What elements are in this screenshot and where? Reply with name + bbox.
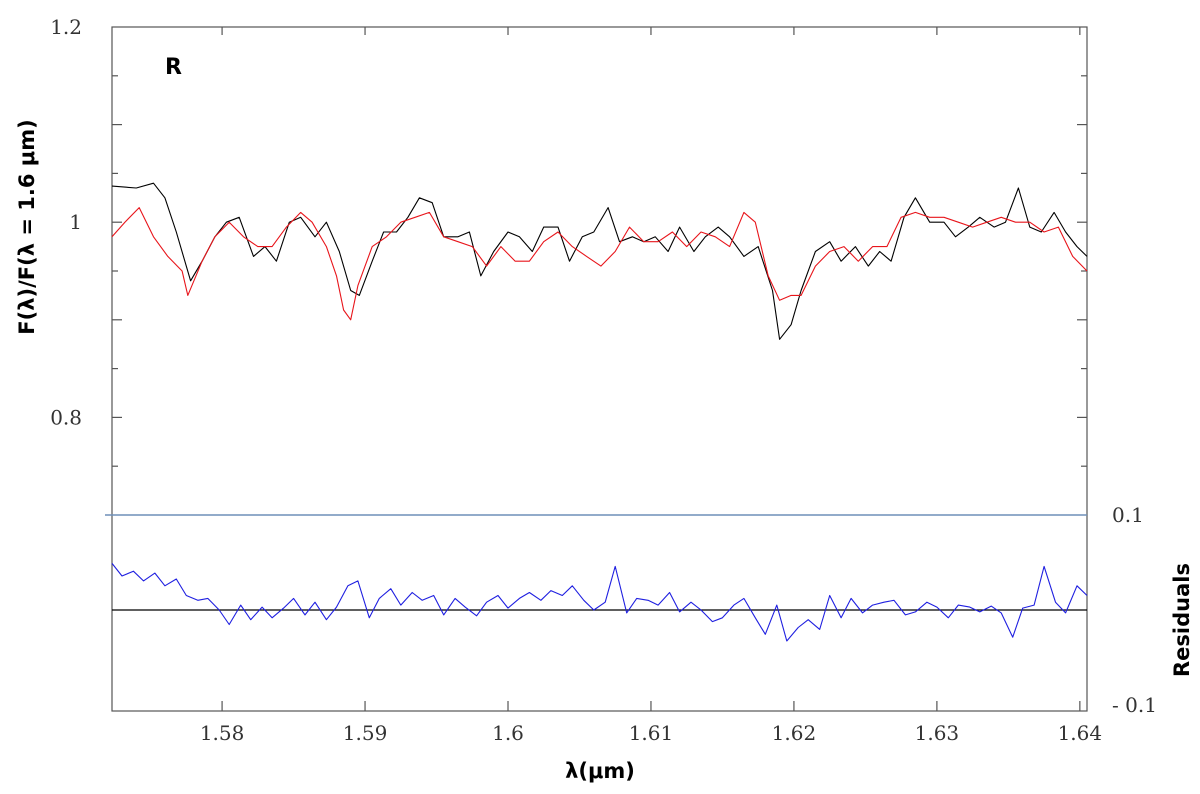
x-tick-label: 1.6 (492, 721, 524, 745)
residual-tick-label: - 0.1 (1112, 693, 1157, 717)
y-tick-label: 0.8 (50, 405, 82, 429)
model-series-line (111, 207, 1088, 321)
x-tick-label: 1.59 (343, 721, 388, 745)
y-tick-label: 1.2 (50, 15, 82, 39)
residual-series-line (111, 563, 1088, 642)
residual-tick-label: 0.1 (1112, 503, 1144, 527)
x-tick-label: 1.62 (772, 721, 817, 745)
y-tick-label: 1 (69, 210, 82, 234)
plot-frame (111, 26, 1088, 712)
x-tick-label: 1.64 (1058, 721, 1103, 745)
x-tick-label: 1.58 (200, 721, 245, 745)
x-tick-label: 1.63 (915, 721, 960, 745)
ticks (112, 27, 1087, 711)
y-axis-title: F(λ)/F(λ = 1.6 μm) (15, 119, 39, 334)
tick-labels: 1.58 1.59 1.6 1.61 1.62 1.63 1.64 0.8 1 1.2 0.1 - 0… (50, 15, 1157, 745)
x-axis-title: λ(μm) (565, 759, 635, 783)
observed-series-line (111, 182, 1088, 340)
x-tick-label: 1.61 (629, 721, 674, 745)
residual-axis-title: Residuals (1170, 563, 1194, 677)
panel-label: R (165, 55, 182, 80)
series-layer (111, 182, 1088, 642)
